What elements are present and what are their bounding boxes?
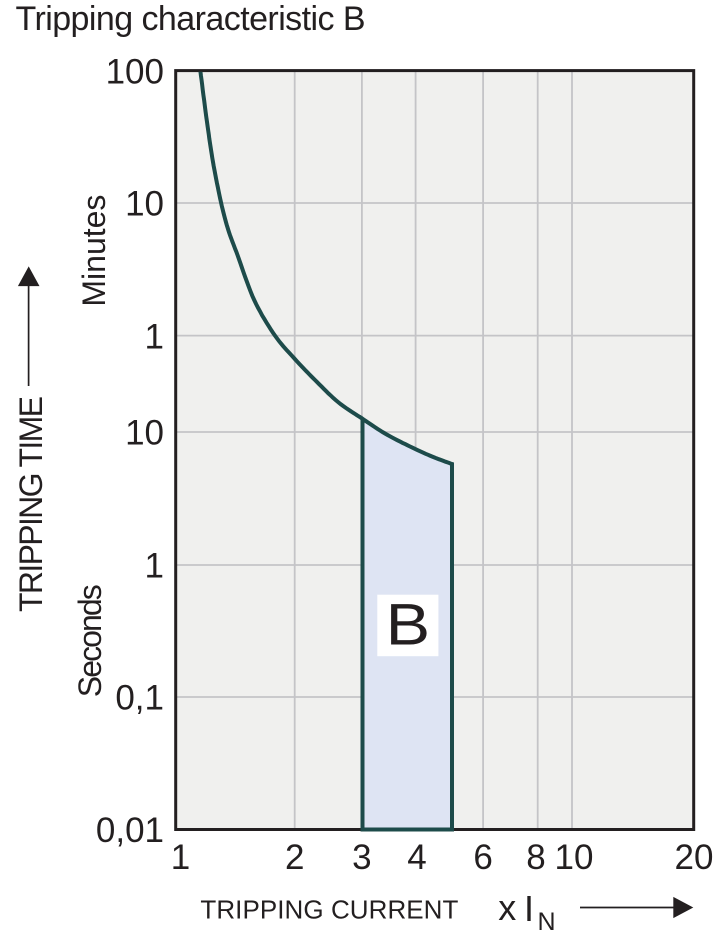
svg-text:6: 6: [473, 838, 492, 877]
svg-text:2: 2: [285, 838, 304, 877]
svg-text:1: 1: [145, 317, 164, 356]
svg-text:8: 8: [526, 838, 545, 877]
svg-text:20: 20: [675, 838, 714, 877]
svg-text:100: 100: [106, 52, 164, 91]
svg-text:TRIPPING TIME: TRIPPING TIME: [13, 396, 49, 612]
svg-text:TRIPPING CURRENT: TRIPPING CURRENT: [200, 895, 458, 925]
svg-text:N: N: [538, 908, 556, 936]
svg-text:x: x: [498, 887, 516, 928]
svg-text:Seconds: Seconds: [72, 584, 108, 697]
svg-text:10: 10: [555, 838, 594, 877]
svg-text:1: 1: [171, 838, 190, 877]
svg-text:Minutes: Minutes: [76, 195, 112, 307]
svg-text:3: 3: [352, 838, 371, 877]
svg-text:0,1: 0,1: [115, 679, 164, 718]
svg-text:Tripping characteristic B: Tripping characteristic B: [16, 0, 366, 38]
svg-text:10: 10: [125, 185, 164, 224]
svg-text:B: B: [386, 593, 431, 658]
svg-text:I: I: [524, 888, 534, 929]
svg-text:4: 4: [407, 838, 426, 877]
svg-text:1: 1: [145, 547, 164, 586]
svg-text:0,01: 0,01: [96, 811, 164, 850]
svg-text:10: 10: [125, 414, 164, 453]
